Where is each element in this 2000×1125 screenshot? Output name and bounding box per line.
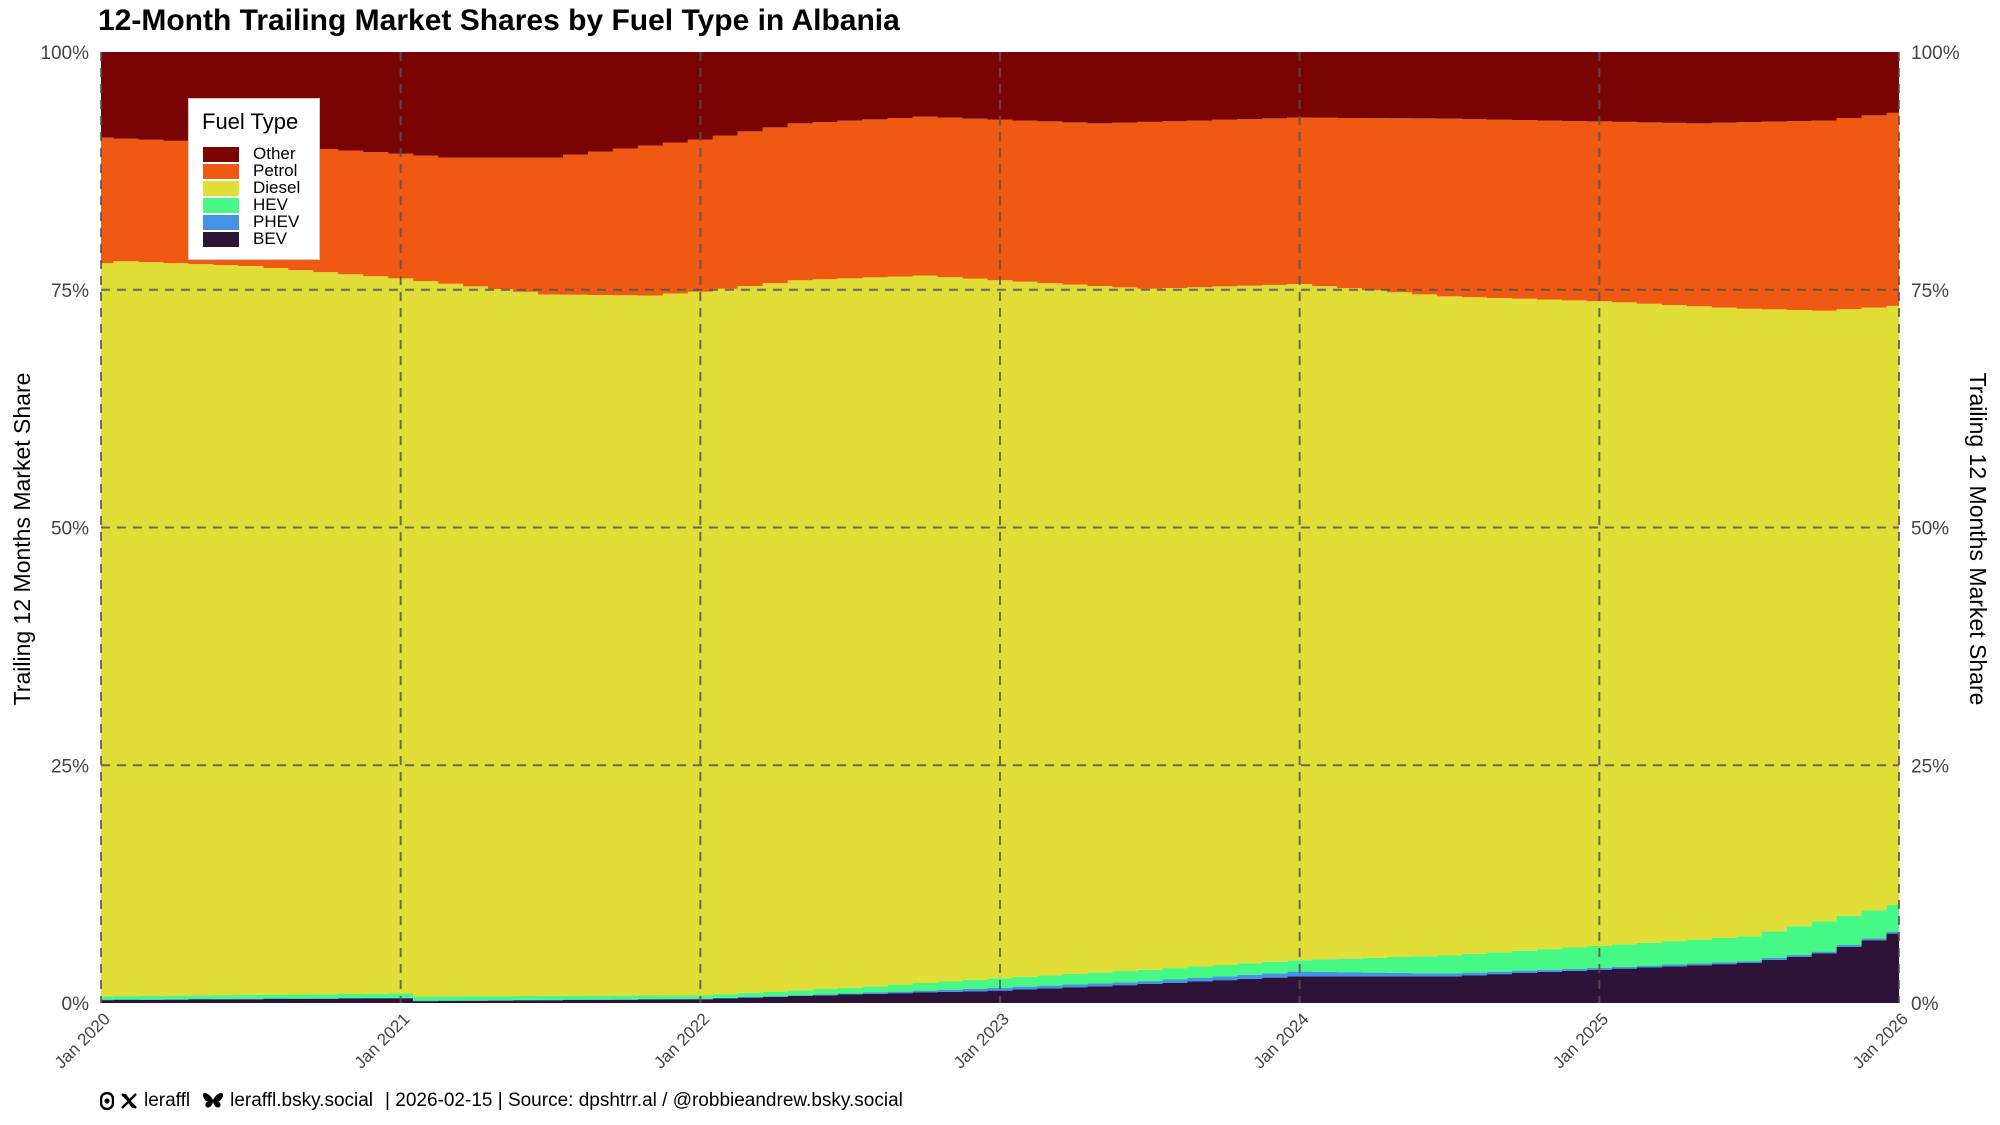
y-tick-label-right: 100%: [1911, 43, 1960, 64]
y-tick-label-right: 75%: [1911, 281, 1949, 302]
butterfly-icon: [202, 1092, 224, 1110]
x-tick-label: Jan 2022: [650, 1009, 713, 1072]
y-tick-label-left: 0%: [62, 994, 90, 1015]
legend-label-other: Other: [253, 144, 296, 163]
x-tick-label: Jan 2025: [1549, 1009, 1612, 1072]
area-bev: [101, 933, 1899, 1003]
legend-label-petrol: Petrol: [253, 161, 298, 180]
x-icon: [120, 1092, 138, 1110]
legend-swatch-diesel: [203, 180, 239, 196]
y-ticks-left: 0% 25% 50% 75% 100%: [40, 43, 89, 1015]
legend-swatch-petrol: [203, 163, 239, 179]
legend-label-hev: HEV: [253, 195, 288, 214]
legend-label-phev: PHEV: [253, 212, 300, 231]
legend-title: Fuel Type: [202, 109, 299, 134]
y-tick-label-right: 25%: [1911, 756, 1949, 777]
x-tick-label: Jan 2021: [351, 1009, 414, 1072]
legend-item-petrol: Petrol: [203, 161, 298, 180]
y-ticks-right: 0% 25% 50% 75% 100%: [1911, 43, 1960, 1015]
legend: Fuel Type Other Petrol Diesel HEV PHEV B…: [188, 98, 320, 260]
chart-title: 12-Month Trailing Market Shares by Fuel …: [98, 4, 900, 37]
area-petrol: [101, 112, 1899, 311]
footer: leraffl leraffl.bsky.social | 2026-02-15…: [100, 1090, 903, 1112]
legend-item-other: Other: [203, 144, 296, 163]
y-tick-label-left: 75%: [51, 281, 89, 302]
threads-icon: [100, 1092, 114, 1110]
x-tick-label: Jan 2023: [950, 1009, 1013, 1072]
legend-item-bev: BEV: [203, 229, 288, 248]
legend-swatch-other: [203, 146, 239, 162]
legend-label-diesel: Diesel: [253, 178, 301, 197]
legend-swatch-bev: [203, 231, 239, 247]
y-tick-label-right: 0%: [1911, 994, 1939, 1015]
x-tick-label: Jan 2026: [1849, 1009, 1912, 1072]
legend-swatch-hev: [203, 197, 239, 213]
legend-item-phev: PHEV: [203, 212, 300, 231]
x-tick-label: Jan 2020: [51, 1009, 114, 1072]
legend-label-bev: BEV: [253, 229, 288, 248]
legend-swatch-phev: [203, 214, 239, 230]
footer-credits: | 2026-02-15 | Source: dpshtrr.al / @rob…: [385, 1090, 903, 1111]
y-axis-label-left: Trailing 12 Months Market Share: [9, 373, 35, 706]
y-tick-label-left: 50%: [51, 519, 89, 540]
y-tick-label-right: 50%: [1911, 519, 1949, 540]
legend-item-hev: HEV: [203, 195, 288, 214]
grid-lines: [100, 52, 1900, 1003]
y-tick-label-left: 25%: [51, 756, 89, 777]
footer-handle-bsky: leraffl.bsky.social: [230, 1090, 374, 1111]
x-ticks: Jan 2020 Jan 2021 Jan 2022 Jan 2023 Jan 2024…: [51, 1009, 1912, 1072]
legend-item-diesel: Diesel: [203, 178, 301, 197]
y-tick-label-left: 100%: [40, 43, 89, 64]
footer-handle-x: leraffl: [144, 1090, 191, 1111]
y-axis-label-right: Trailing 12 Months Market Share: [1965, 373, 1991, 706]
x-tick-label: Jan 2024: [1250, 1009, 1313, 1072]
